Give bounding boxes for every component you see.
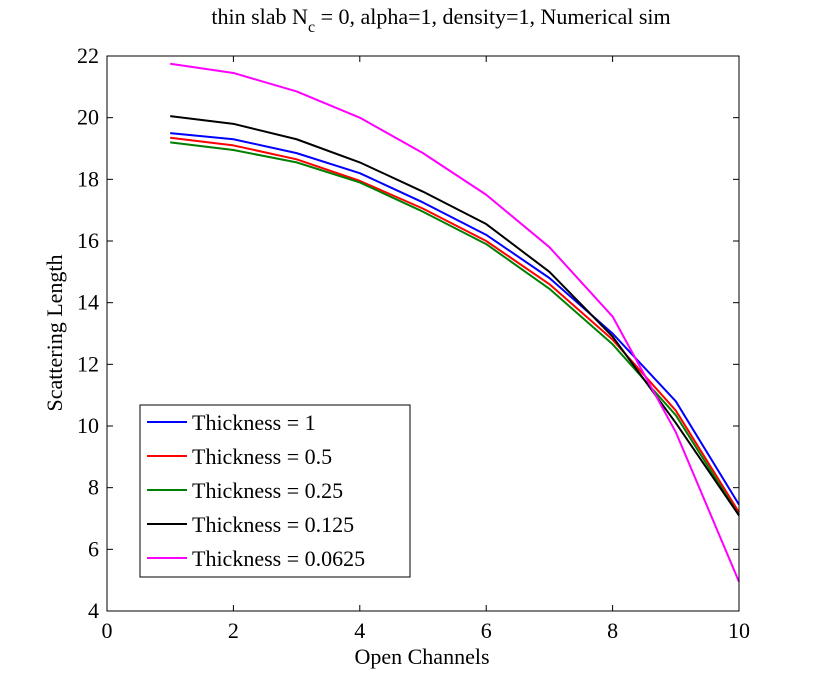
series-line-3	[170, 115, 740, 516]
x-tick-label: 8	[607, 618, 618, 643]
chart-title-subscript: c	[308, 19, 315, 36]
plot-frame	[106, 55, 740, 612]
x-tick-label: 4	[354, 618, 365, 643]
y-axis-label: Scattering Length	[42, 254, 67, 411]
y-tick-label: 14	[77, 290, 99, 315]
x-tick-label: 6	[481, 618, 492, 643]
y-tick-label: 10	[77, 413, 99, 438]
series-line-0	[170, 132, 740, 506]
legend-label-4: Thickness = 0.0625	[192, 546, 365, 571]
y-tick-label: 20	[77, 105, 99, 130]
y-tick-label: 8	[88, 475, 99, 500]
chart-title-rest: = 0, alpha=1, density=1, Numerical sim	[315, 4, 671, 29]
chart-title-main: thin slab N	[211, 4, 308, 29]
legend-label-0: Thickness = 1	[192, 410, 316, 435]
x-tick-label: 0	[102, 618, 113, 643]
x-tick-label: 2	[228, 618, 239, 643]
legend: Thickness = 1 Thickness = 0.5 Thickness = …	[139, 404, 411, 578]
legend-label-3: Thickness = 0.125	[192, 512, 354, 537]
series-layer	[170, 62, 740, 583]
y-tick-label: 16	[77, 228, 99, 253]
y-tick-label: 12	[77, 351, 99, 376]
y-tick-label: 18	[77, 166, 99, 191]
legend-label-1: Thickness = 0.5	[192, 444, 332, 469]
y-tick-label: 6	[88, 536, 99, 561]
x-axis-label: Open Channels	[354, 644, 489, 669]
y-tick-label: 4	[88, 598, 99, 623]
legend-label-2: Thickness = 0.25	[192, 478, 343, 503]
x-tick-label: 10	[728, 618, 750, 643]
chart-title: thin slab Nc = 0, alpha=1, density=1, Nu…	[211, 4, 670, 36]
tick-layer: 0 2 4 6 8 10 4 6 8 10 12 14 16 18 20 22	[77, 43, 750, 643]
series-line-4	[170, 62, 740, 583]
y-tick-label: 22	[77, 43, 99, 68]
